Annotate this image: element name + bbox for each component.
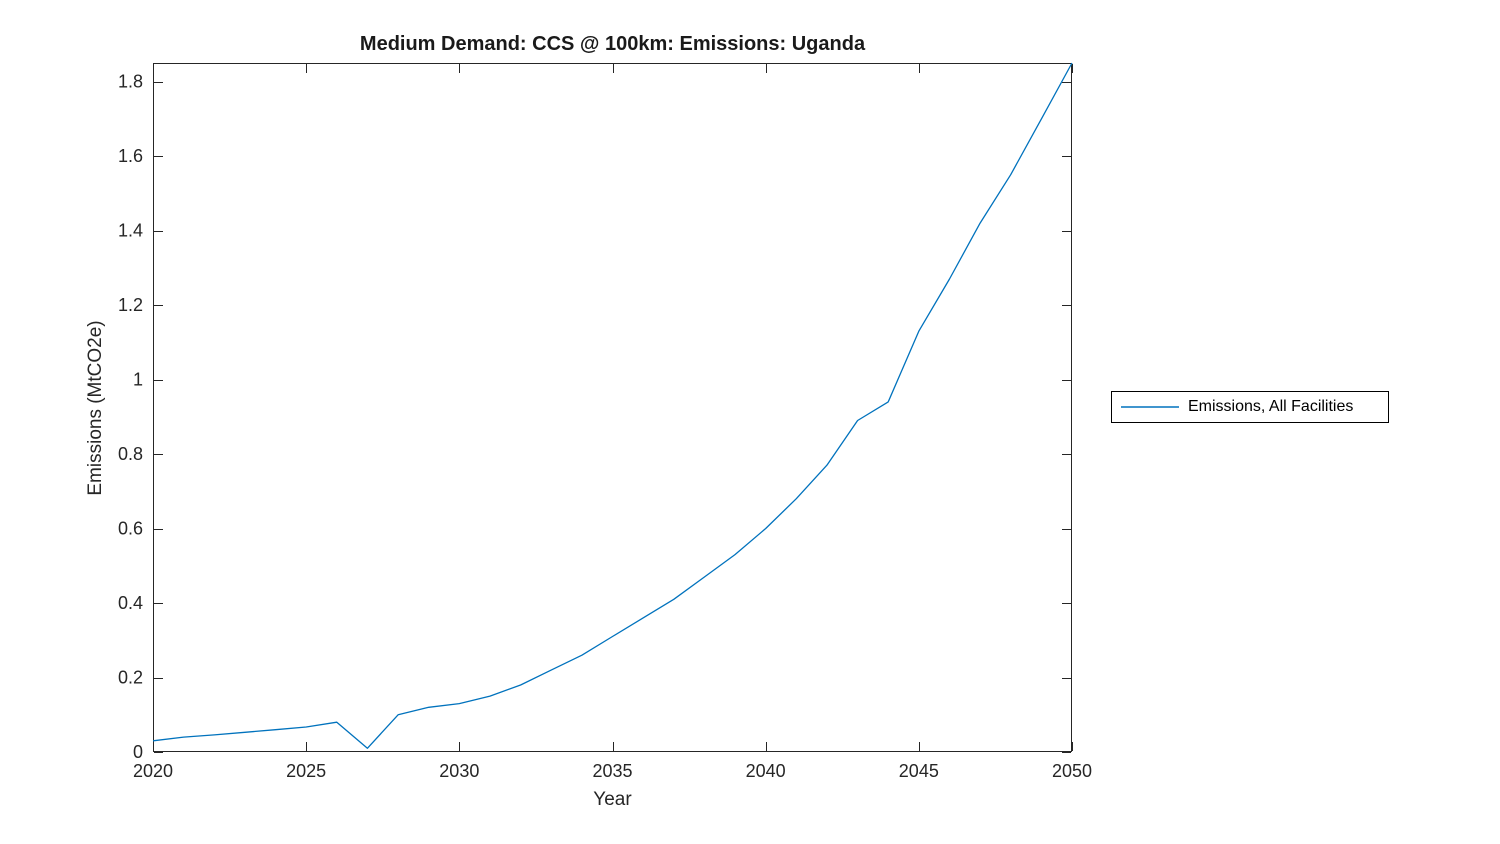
- x-tick-label: 2030: [439, 761, 479, 781]
- x-tick-label: 2045: [899, 761, 939, 781]
- y-tick-label: 0.4: [118, 593, 143, 613]
- plot-box-border: [153, 63, 1072, 752]
- y-tick-label: 0.6: [118, 519, 143, 539]
- y-tick-label: 1.6: [118, 146, 143, 166]
- x-axis-label: Year: [593, 789, 632, 810]
- x-tick-label: 2035: [592, 761, 632, 781]
- y-tick-label: 0.8: [118, 444, 143, 464]
- y-tick-label: 1.2: [118, 295, 143, 315]
- y-tick-label: 1.8: [118, 72, 143, 92]
- chart-title: Medium Demand: CCS @ 100km: Emissions: U…: [359, 33, 866, 55]
- legend-box[interactable]: Emissions, All Facilities: [1111, 391, 1389, 423]
- y-tick-label: 0.2: [118, 668, 143, 688]
- x-tick-label: 2050: [1052, 761, 1092, 781]
- x-tick-label: 2020: [133, 761, 173, 781]
- legend-series-label: Emissions, All Facilities: [1188, 398, 1354, 415]
- y-tick-label: 1: [133, 370, 143, 390]
- y-axis-label: Emissions (MtCO2e): [85, 320, 106, 496]
- legend-line-swatch: [1121, 406, 1179, 408]
- x-tick-label: 2025: [286, 761, 326, 781]
- emissions-line-series[interactable]: [152, 62, 1073, 749]
- y-tick-label: 0: [133, 742, 143, 762]
- x-tick-label: 2040: [746, 761, 786, 781]
- y-tick-label: 1.4: [118, 221, 143, 241]
